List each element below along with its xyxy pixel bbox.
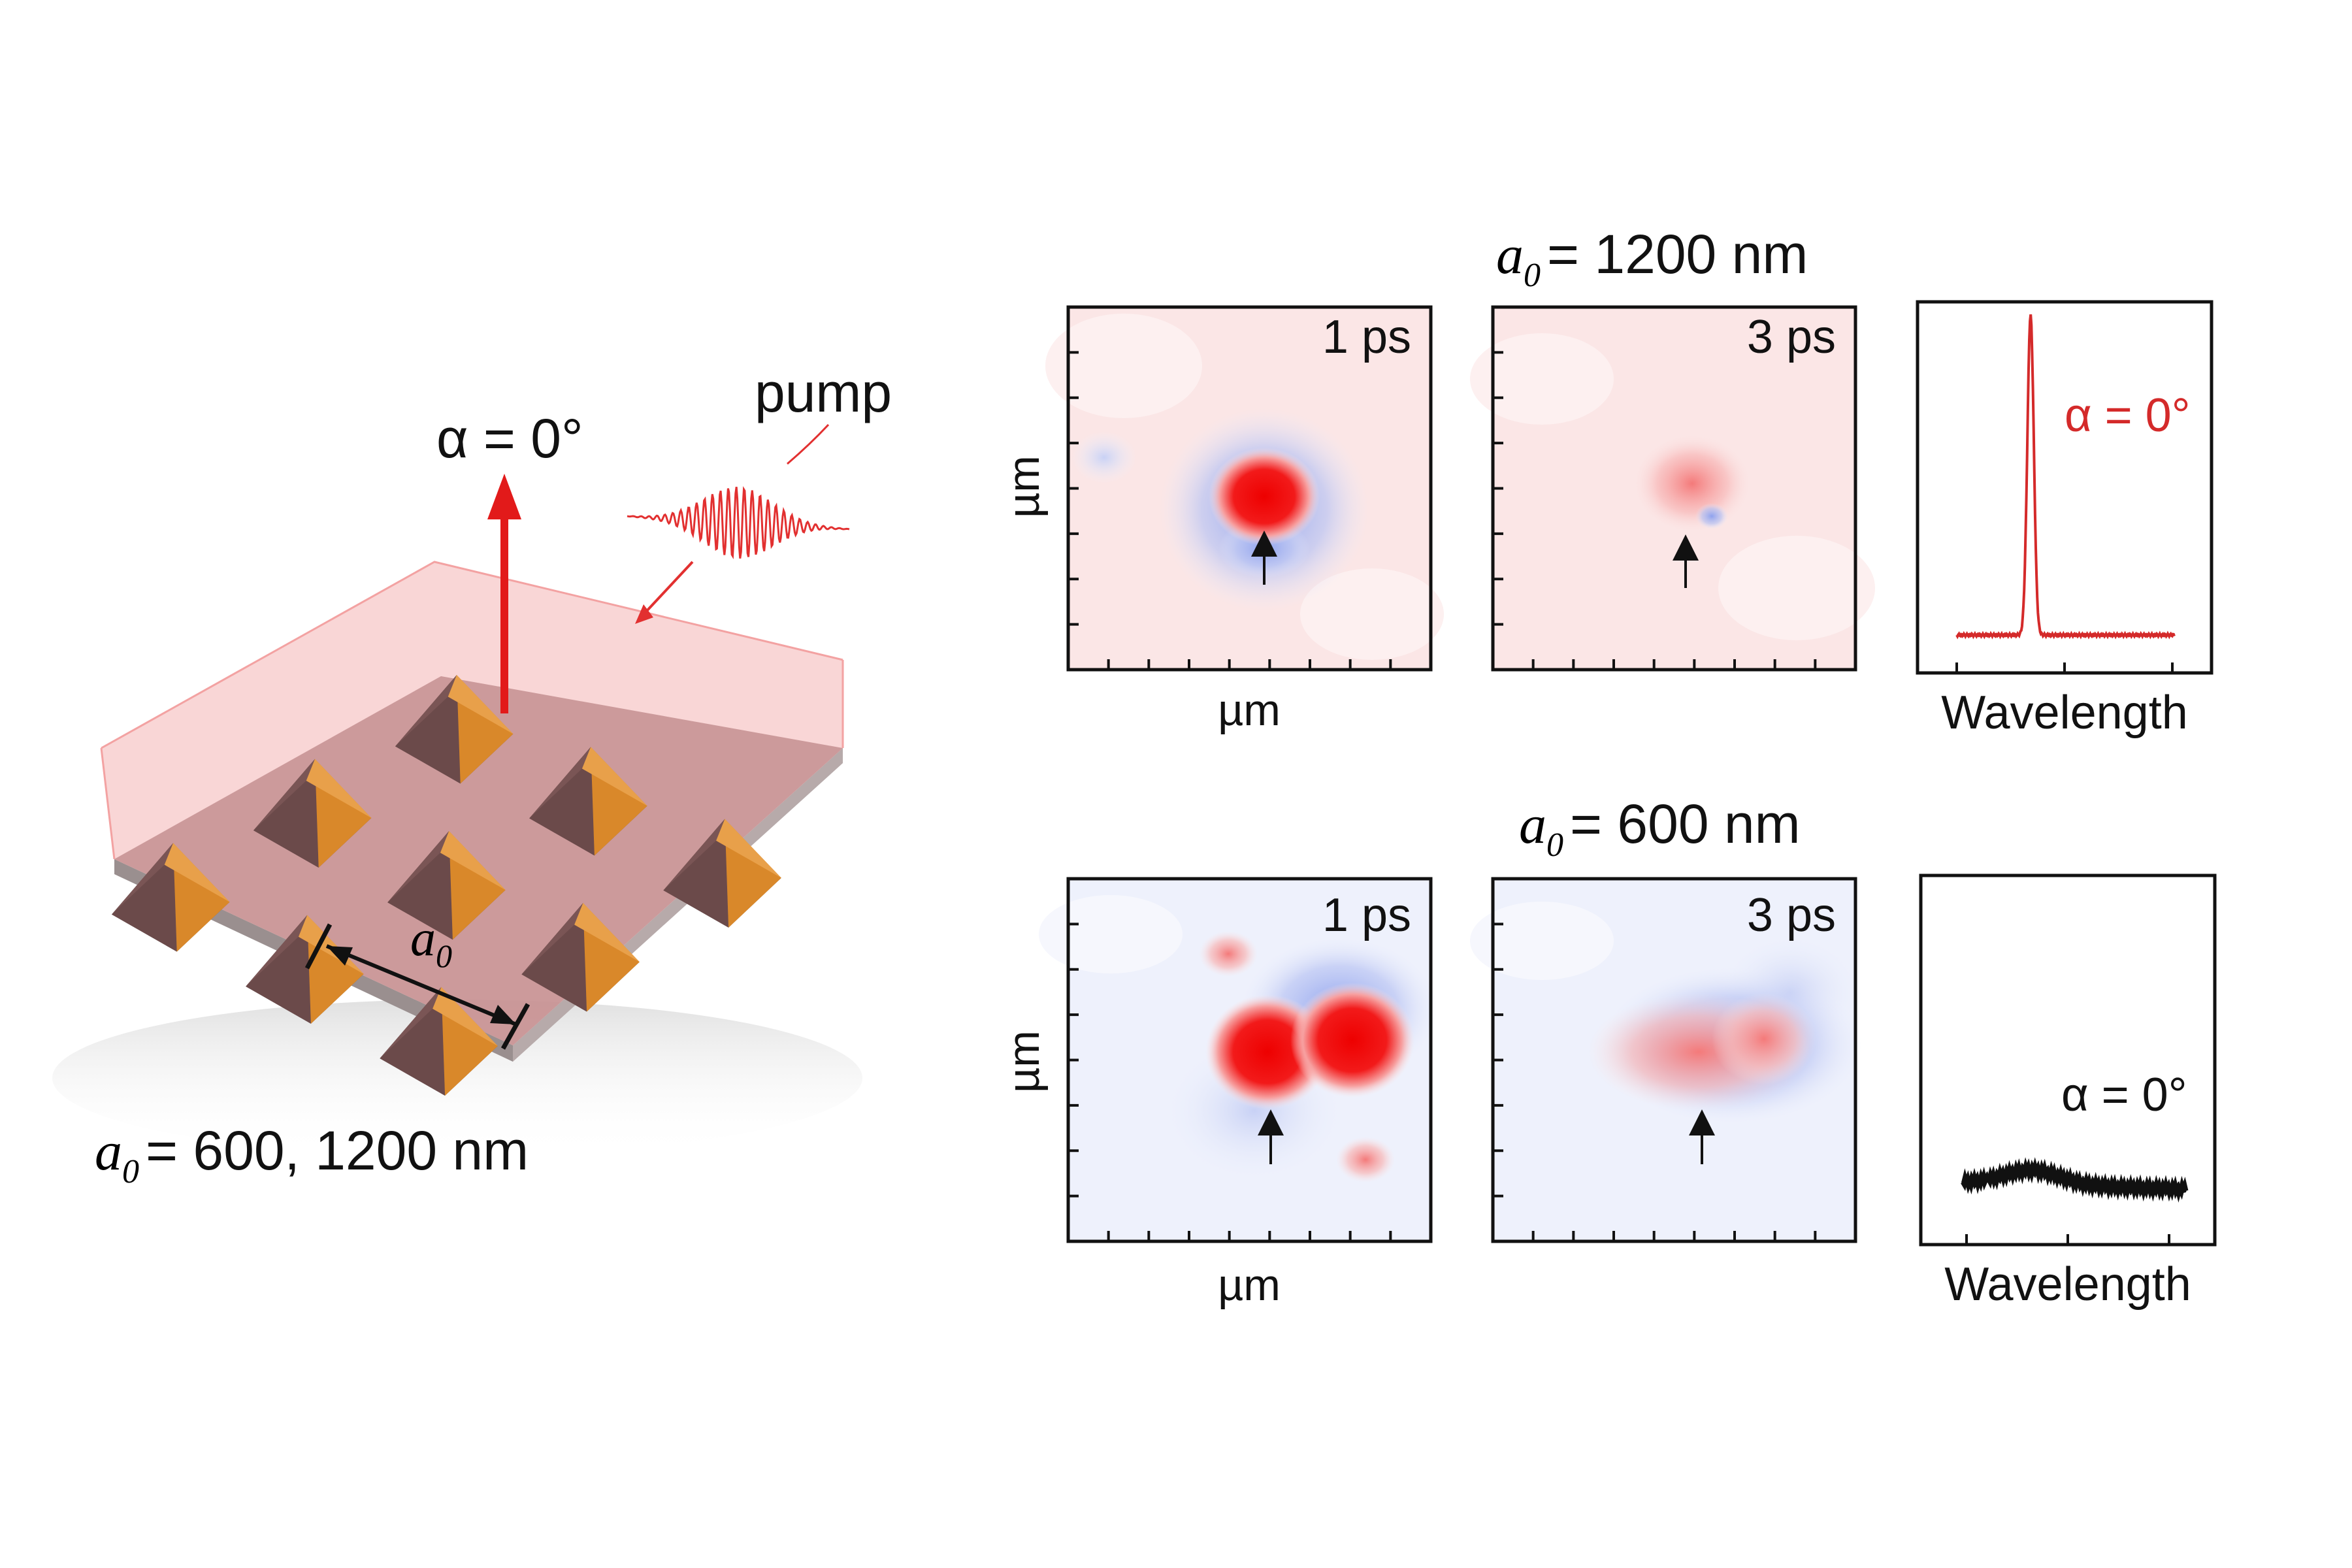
row1-spectrum-line [1955,314,2176,640]
row2-map-3ps: 3 ps [1470,877,1862,1243]
lattice-constant-marker [304,923,531,1050]
pyramid-array [111,675,781,1096]
pump-label: pump [755,362,892,423]
row1-map1-time: 1 ps [1322,311,1411,363]
row2-map1-xlabel: µm [1218,1260,1281,1310]
pump-pulse [627,423,850,624]
pyramid [111,843,230,952]
row2-map2-time: 3 ps [1747,889,1836,941]
substrate-top [114,676,843,1045]
row1-map2-time: 3 ps [1747,311,1836,363]
row1-spectrum-xlabel: Wavelength [1941,687,2188,739]
schematic: α = 0° pump a0 a0 = 600, 1200 nm [52,362,892,1190]
pyramid [395,675,514,784]
pink-box-edge [101,561,843,749]
row2-map1-time: 1 ps [1322,889,1411,941]
row1-spectrum: α = 0° Wavelength [1916,300,2213,739]
row1-map1-xlabel: µm [1218,685,1281,735]
pyramid [253,759,372,868]
pyramid [521,903,640,1012]
row2-map-1ps: 1 ps µm µm [999,877,1437,1310]
row1-spectrum-label: α = 0° [2065,389,2191,442]
row1-map-3ps: 3 ps [1470,305,1875,672]
pink-box-edge [100,747,116,860]
row1-heading: a0 = 1200 nm [1496,223,1808,294]
a0-symbol: a0 [410,909,452,974]
row1-map1-ylabel: µm [999,455,1049,518]
pyramid [380,987,498,1096]
row2-map1-ylabel: µm [999,1030,1049,1093]
a0-values-caption: a0 = 600, 1200 nm [95,1120,529,1190]
row1-map-1ps: 1 ps µm µm [999,305,1444,735]
row2-spectrum-label: α = 0° [2061,1069,2187,1121]
row2-spectrum-xlabel: Wavelength [1944,1258,2191,1311]
row2-spectrum: α = 0° Wavelength [1919,874,2217,1311]
pyramid [663,819,781,928]
row2-spectrum-line [1961,1157,2189,1203]
emission-arrowhead [487,474,521,519]
pyramid [387,830,506,940]
pyramid [529,747,647,856]
row2-heading: a0 = 600 nm [1519,793,1801,864]
emission-alpha-label: α = 0° [436,408,583,469]
